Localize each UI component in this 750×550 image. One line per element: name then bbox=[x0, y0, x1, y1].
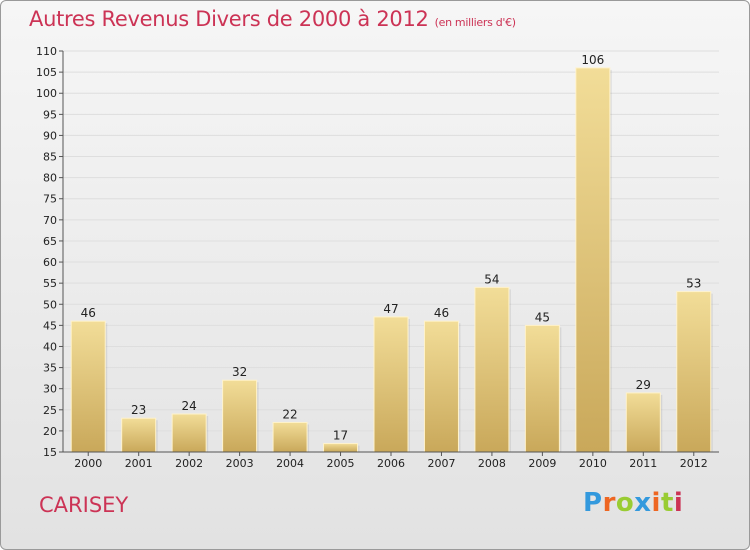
x-tick-labels: 2000 2001 2002 2003 2004 2005 2006 2007 2008 2009… bbox=[74, 452, 708, 470]
bar bbox=[676, 291, 712, 453]
x-tick-label: 2001 bbox=[125, 457, 153, 470]
y-tick-label: 65 bbox=[43, 235, 57, 248]
y-tick-label: 45 bbox=[43, 319, 57, 332]
value-label: 29 bbox=[636, 378, 651, 392]
y-tick-label: 80 bbox=[43, 172, 57, 185]
bar-2003 bbox=[222, 379, 259, 453]
y-tick-label: 60 bbox=[43, 256, 57, 269]
x-tick-label: 2012 bbox=[680, 457, 708, 470]
y-tick-label: 55 bbox=[43, 277, 57, 290]
bar bbox=[323, 443, 359, 453]
bar bbox=[474, 286, 510, 453]
x-tick-label: 2007 bbox=[427, 457, 455, 470]
x-tick-label: 2005 bbox=[327, 457, 355, 470]
x-tick-label: 2003 bbox=[226, 457, 254, 470]
value-label: 47 bbox=[383, 302, 398, 316]
chart-title: Autres Revenus Divers de 2000 à 2012 (en … bbox=[29, 7, 516, 31]
bars bbox=[70, 67, 713, 453]
y-tick-label: 105 bbox=[36, 66, 57, 79]
chart-title-text: Autres Revenus Divers de 2000 à 2012 bbox=[29, 7, 429, 31]
x-tick-label: 2008 bbox=[478, 457, 506, 470]
bar-2008 bbox=[474, 286, 511, 453]
value-label: 54 bbox=[484, 272, 499, 286]
y-tick-label: 90 bbox=[43, 129, 57, 142]
bar-2000 bbox=[70, 320, 108, 453]
bar-2011 bbox=[625, 392, 663, 453]
city-name: CARISEY bbox=[39, 493, 129, 517]
bar bbox=[222, 379, 258, 453]
bar-2007 bbox=[423, 320, 461, 453]
value-label: 106 bbox=[581, 53, 604, 67]
bar bbox=[171, 413, 207, 453]
bar bbox=[70, 320, 106, 453]
x-tick-label: 2009 bbox=[528, 457, 556, 470]
y-tick-labels: 15 20 25 30 35 40 45 50 55 60 65 70 75 80 85 90 95 100 105… bbox=[36, 45, 57, 459]
x-tick-label: 2011 bbox=[629, 457, 657, 470]
y-tick-label: 100 bbox=[36, 87, 57, 100]
y-tick-label: 110 bbox=[36, 45, 57, 58]
bar bbox=[121, 417, 157, 453]
value-label: 23 bbox=[131, 403, 146, 417]
y-tick-label: 40 bbox=[43, 340, 57, 353]
y-tick-label: 30 bbox=[43, 383, 57, 396]
y-tick-label: 70 bbox=[43, 214, 57, 227]
y-tick-label: 75 bbox=[43, 193, 57, 206]
bar bbox=[524, 324, 560, 453]
logo-letter: P bbox=[583, 488, 603, 518]
logo-letter: i bbox=[651, 488, 661, 518]
bar-2006 bbox=[373, 316, 410, 453]
bar-2002 bbox=[171, 413, 209, 453]
y-tick-label: 20 bbox=[43, 425, 57, 438]
x-tick-label: 2006 bbox=[377, 457, 405, 470]
bar-2012 bbox=[676, 291, 713, 453]
y-tick-label: 85 bbox=[43, 151, 57, 164]
y-tick-label: 25 bbox=[43, 404, 57, 417]
bar bbox=[272, 421, 308, 453]
proxiti-logo: Proxiti bbox=[583, 488, 683, 518]
value-label: 45 bbox=[535, 310, 550, 324]
value-label: 24 bbox=[182, 399, 197, 413]
bar bbox=[423, 320, 459, 453]
bar bbox=[575, 67, 611, 453]
value-label: 17 bbox=[333, 429, 348, 443]
value-label: 46 bbox=[81, 306, 96, 320]
bar bbox=[625, 392, 661, 453]
value-label: 32 bbox=[232, 365, 247, 379]
value-label: 22 bbox=[282, 407, 297, 421]
chart-unit: (en milliers d'€) bbox=[434, 16, 516, 29]
bar-2004 bbox=[272, 421, 310, 453]
y-tick-label: 95 bbox=[43, 108, 57, 121]
x-tick-label: 2000 bbox=[74, 457, 102, 470]
x-tick-label: 2002 bbox=[175, 457, 203, 470]
x-tick-label: 2010 bbox=[579, 457, 607, 470]
logo-letter: i bbox=[673, 488, 684, 518]
value-label: 46 bbox=[434, 306, 449, 320]
y-tick-label: 15 bbox=[43, 446, 57, 459]
x-tick-label: 2004 bbox=[276, 457, 304, 470]
logo-letter: x bbox=[634, 488, 652, 518]
bar bbox=[373, 316, 409, 453]
bar-2009 bbox=[524, 324, 562, 453]
y-tick-label: 35 bbox=[43, 362, 57, 375]
logo-letter: t bbox=[660, 488, 674, 518]
bar-2001 bbox=[121, 417, 158, 453]
value-labels: 46 23 24 32 22 17 47 46 54 45 106 29 53 bbox=[81, 53, 702, 443]
logo-letter: r bbox=[602, 488, 616, 518]
value-label: 53 bbox=[686, 277, 701, 291]
y-tick-label: 50 bbox=[43, 298, 57, 311]
bar-2010 bbox=[575, 67, 612, 453]
logo-letter: o bbox=[615, 488, 635, 518]
bar-2005 bbox=[323, 443, 360, 453]
